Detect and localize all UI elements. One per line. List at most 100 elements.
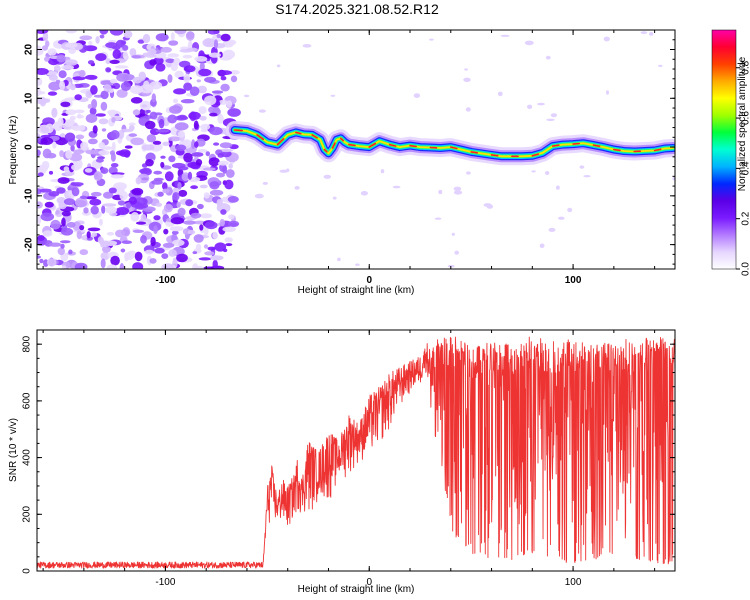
snr-xtick-label: -100 <box>155 577 175 588</box>
noise-speckle <box>100 167 109 174</box>
noise-speckle <box>91 99 98 109</box>
noise-speckle <box>87 227 101 232</box>
noise-speckle <box>185 199 194 207</box>
noise-speckle <box>65 109 77 116</box>
noise-speckle <box>88 40 93 46</box>
noise-speckle <box>39 188 52 193</box>
noise-speckle <box>153 225 158 235</box>
noise-speckle <box>160 155 166 159</box>
noise-speckle <box>116 89 128 98</box>
noise-speckle <box>132 229 145 233</box>
noise-speckle <box>165 58 176 64</box>
noise-speckle <box>229 70 240 75</box>
noise-speckle <box>176 253 188 263</box>
noise-speckle <box>95 36 100 44</box>
noise-speckle <box>52 141 57 149</box>
noise-speckle <box>178 189 188 197</box>
noise-speckle <box>42 230 53 237</box>
noise-speckle <box>392 185 401 189</box>
noise-speckle <box>218 99 228 105</box>
noise-speckle <box>103 84 112 92</box>
noise-speckle <box>59 80 66 91</box>
noise-speckle <box>168 40 179 46</box>
signal-peak <box>311 134 318 139</box>
noise-speckle <box>50 219 61 230</box>
noise-speckle <box>40 212 55 222</box>
snr-ytick-label: 400 <box>22 449 33 466</box>
noise-speckle <box>158 118 165 129</box>
noise-speckle <box>37 149 41 157</box>
noise-speckle <box>170 32 175 41</box>
noise-speckle <box>115 229 125 238</box>
spectrogram-frame <box>36 29 676 270</box>
noise-speckle <box>211 90 224 94</box>
noise-speckle <box>71 187 80 197</box>
noise-speckle <box>47 91 58 96</box>
noise-speckle <box>109 59 120 64</box>
colorbar-frame <box>711 29 737 270</box>
noise-speckle <box>37 214 42 225</box>
noise-speckle <box>61 65 74 70</box>
noise-speckle <box>129 48 137 57</box>
noise-speckle <box>209 126 223 136</box>
noise-speckle <box>60 101 71 108</box>
noise-speckle <box>111 117 116 123</box>
noise-speckle <box>209 255 224 261</box>
noise-speckle <box>205 151 210 157</box>
noise-speckle <box>162 188 170 194</box>
noise-speckle <box>199 224 204 231</box>
noise-speckle <box>169 105 182 114</box>
noise-speckle <box>101 205 106 214</box>
noise-speckle <box>74 94 82 101</box>
noise-speckle <box>217 153 224 158</box>
noise-speckle <box>86 231 91 239</box>
noise-speckle <box>101 128 107 132</box>
noise-speckle <box>79 35 93 41</box>
noise-speckle <box>203 167 216 171</box>
noise-speckle <box>167 53 180 58</box>
colorbar-label: Normalized spectral amplitude <box>737 56 748 191</box>
noise-speckle <box>44 201 54 208</box>
signal-peak <box>331 142 336 149</box>
noise-speckle <box>194 56 208 62</box>
noise-speckle <box>76 230 83 240</box>
noise-speckle <box>136 203 149 209</box>
noise-speckle <box>65 30 77 34</box>
noise-speckle <box>59 150 64 158</box>
noise-speckle <box>524 40 534 46</box>
noise-speckle <box>84 168 93 173</box>
noise-speckle <box>61 217 66 227</box>
noise-speckle <box>243 94 250 98</box>
noise-speckle <box>93 171 102 181</box>
noise-speckle <box>228 220 240 228</box>
noise-speckle <box>63 198 76 206</box>
noise-speckle <box>198 257 212 261</box>
noise-speckle <box>196 79 201 83</box>
signal-peak <box>572 142 581 145</box>
chart-title: S174.2025.321.08.52.R12 <box>275 1 439 17</box>
noise-speckle <box>60 240 71 244</box>
signal-peak <box>233 129 243 132</box>
noise-speckle <box>228 214 235 220</box>
noise-speckle <box>140 235 147 244</box>
noise-speckle <box>89 198 102 206</box>
noise-speckle <box>167 114 178 124</box>
spectrogram-ytick-label: -10 <box>24 188 35 203</box>
noise-speckle <box>190 185 199 190</box>
noise-speckle <box>216 172 225 178</box>
signal-peak <box>348 143 356 147</box>
noise-speckle <box>163 203 173 213</box>
snr-xlabel: Height of straight line (km) <box>298 584 415 595</box>
noise-speckle <box>262 181 268 185</box>
noise-speckle <box>179 49 193 53</box>
noise-speckle <box>225 243 233 247</box>
noise-speckle <box>103 191 114 199</box>
noise-speckle <box>193 120 199 130</box>
noise-speckle <box>434 217 442 220</box>
noise-speckle <box>63 166 70 172</box>
noise-speckle <box>172 239 185 247</box>
noise-speckle <box>177 166 189 171</box>
noise-speckle <box>117 200 126 206</box>
noise-speckle <box>189 86 200 96</box>
noise-speckle <box>168 249 177 257</box>
